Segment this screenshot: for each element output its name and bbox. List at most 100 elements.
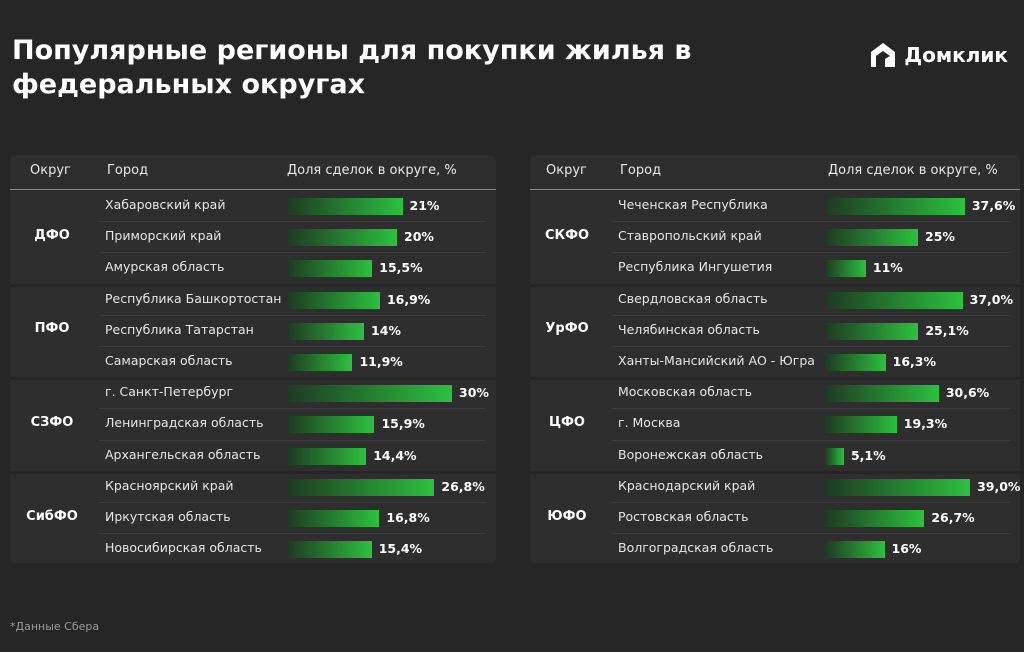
group-divider — [10, 470, 496, 474]
column-header: Город — [107, 163, 149, 178]
value-label: 16% — [891, 541, 922, 557]
row-divider — [612, 221, 1010, 223]
city: Республика Татарстан — [105, 321, 254, 337]
value-label: 14% — [371, 322, 401, 338]
value-label: 30,6% — [945, 385, 990, 401]
column-header: Доля сделок в округе, % — [828, 163, 998, 178]
row-divider — [99, 502, 486, 503]
bar — [825, 385, 939, 403]
bar — [287, 385, 452, 403]
bar — [287, 447, 367, 465]
column-header: Доля сделок в округе, % — [287, 163, 457, 178]
value-label: 11,9% — [359, 354, 403, 369]
value-label: 21% — [409, 198, 440, 213]
header-divider — [10, 189, 496, 190]
city: Хабаровский край — [105, 197, 226, 212]
bar — [825, 322, 919, 340]
bar — [825, 478, 971, 496]
city: Челябинская область — [618, 321, 760, 337]
logo: Домклик — [868, 40, 1008, 70]
group-divider — [530, 377, 1020, 381]
logo-text: Домклик — [904, 43, 1008, 67]
city: Иркутская область — [105, 509, 231, 524]
city: Чеченская Республика — [618, 197, 768, 212]
row-divider — [612, 314, 1010, 316]
city: Амурская область — [105, 259, 225, 275]
bar — [825, 198, 965, 215]
value-label: 39,0% — [977, 478, 1021, 494]
bar — [825, 541, 885, 559]
city: Республика Ингушетия — [618, 259, 773, 275]
bar — [825, 354, 886, 371]
city: Ленинградская область — [105, 415, 264, 431]
bar — [287, 260, 373, 278]
value-label: 16,3% — [892, 354, 936, 369]
bar — [825, 260, 866, 278]
city: Ставропольский край — [618, 228, 762, 244]
row-divider — [99, 346, 486, 347]
city: Новосибирская область — [105, 540, 262, 556]
logo-icon — [871, 43, 896, 67]
row-divider — [99, 221, 486, 223]
bar — [287, 198, 403, 215]
value-label: 25,1% — [925, 322, 969, 338]
value-label: 15,4% — [378, 541, 423, 557]
bar — [287, 291, 380, 309]
value-label: 25% — [925, 229, 955, 245]
city: Ханты-Мансийский АО - Югра — [618, 353, 815, 368]
value-label: 37,6% — [971, 198, 1016, 213]
group-divider — [10, 283, 496, 287]
value-label: 16,8% — [386, 510, 430, 525]
bar — [287, 322, 364, 340]
city: Свердловская область — [618, 290, 768, 306]
district: ПФО — [34, 321, 70, 337]
bar — [287, 416, 375, 434]
group-divider — [10, 377, 496, 381]
row-divider — [612, 408, 1010, 410]
value-label: 30% — [459, 385, 489, 401]
row-divider — [612, 502, 1010, 503]
bar — [825, 291, 963, 309]
city: Ростовская область — [618, 509, 749, 524]
column-header: Округ — [30, 163, 71, 178]
district: СКФО — [544, 227, 590, 243]
footnote: *Данные Сбера — [10, 620, 100, 633]
bar — [825, 447, 844, 465]
district: СЗФО — [30, 415, 74, 430]
city: Самарская область — [105, 353, 233, 368]
header-divider — [530, 189, 1020, 190]
column-header: Округ — [546, 163, 587, 178]
column-header: Город — [620, 163, 662, 178]
value-label: 19,3% — [903, 416, 948, 432]
value-label: 26,7% — [931, 510, 975, 525]
city: Воронежская область — [618, 446, 764, 462]
city: г. Санкт-Петербург — [105, 384, 234, 400]
district: ЮФО — [547, 508, 587, 524]
value-label: 15,9% — [381, 416, 425, 432]
row-divider — [99, 439, 486, 441]
value-label: 11% — [872, 260, 903, 276]
value-label: 15,5% — [379, 260, 423, 276]
row-divider — [612, 439, 1010, 441]
city: Архангельская область — [105, 446, 261, 462]
bar — [287, 510, 380, 527]
value-label: 37,0% — [969, 291, 1013, 307]
value-label: 16,9% — [386, 291, 431, 307]
city: Краснодарский край — [618, 477, 756, 493]
value-label: 26,8% — [441, 478, 485, 494]
row-divider — [99, 408, 486, 410]
value-label: 5,1% — [850, 447, 886, 463]
bar — [287, 541, 372, 559]
district: ДФО — [34, 227, 70, 243]
group-divider — [530, 283, 1020, 287]
bar — [825, 229, 918, 247]
group-divider — [530, 470, 1020, 474]
row-divider — [612, 346, 1010, 347]
row-divider — [612, 252, 1010, 254]
bar — [287, 478, 435, 496]
city: Московская область — [618, 384, 752, 400]
bar — [825, 510, 925, 527]
bar — [287, 354, 353, 371]
title: Популярные регионы для покупки жилья в ф… — [12, 35, 692, 100]
